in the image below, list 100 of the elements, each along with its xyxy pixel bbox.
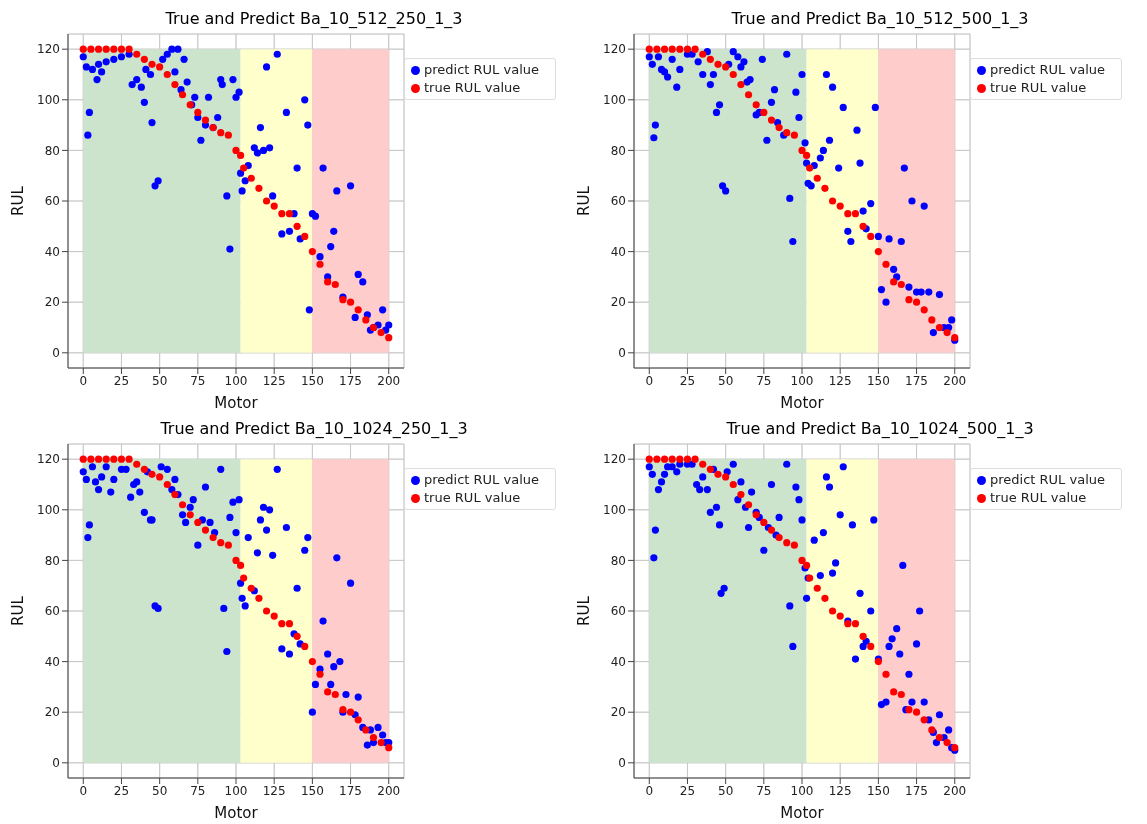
point: [691, 455, 699, 463]
x-tick-label: 0: [645, 783, 654, 798]
point: [331, 690, 339, 699]
legend-label: true RUL value: [424, 80, 521, 95]
point: [102, 455, 110, 463]
point: [752, 101, 760, 109]
point: [691, 45, 699, 53]
y-tick-label: 20: [610, 295, 626, 310]
point: [240, 574, 248, 582]
point: [790, 541, 798, 549]
y-tick-label: 60: [610, 604, 626, 619]
y-tick-label: 60: [44, 604, 60, 619]
y-tick-label: 0: [618, 346, 626, 361]
point: [224, 541, 232, 549]
point: [94, 45, 103, 53]
point: [890, 278, 898, 286]
point: [377, 328, 385, 337]
x-tick-label: 150: [866, 373, 890, 388]
point: [798, 556, 806, 564]
point: [236, 151, 245, 160]
point: [316, 260, 324, 268]
y-tick-label: 0: [52, 346, 60, 361]
chart-title: True and Predict Ba_10_512_500_1_3: [730, 8, 1030, 30]
y-tick-label: 40: [44, 244, 60, 259]
y-tick-label: 100: [603, 93, 626, 108]
x-axis-title: Motor: [780, 394, 825, 412]
x-tick-label: 25: [679, 783, 696, 798]
x-tick-label: 200: [943, 373, 967, 388]
point: [668, 455, 676, 463]
y-tick-label: 60: [610, 194, 626, 209]
y-tick-label: 40: [610, 244, 626, 259]
point: [867, 642, 875, 651]
point: [87, 45, 95, 53]
point: [362, 316, 370, 324]
point: [377, 738, 385, 747]
y-tick-label: 80: [610, 553, 626, 568]
point: [920, 716, 928, 724]
x-tick-label: 50: [718, 373, 734, 388]
point: [676, 45, 684, 53]
y-tick-label: 120: [603, 452, 626, 467]
legend-label: true RUL value: [990, 80, 1087, 95]
legend-label: true RUL value: [990, 490, 1087, 505]
point: [897, 690, 905, 699]
point: [324, 688, 332, 696]
point: [874, 248, 882, 256]
x-tick-label: 75: [190, 373, 206, 388]
y-axis-title: RUL: [575, 185, 594, 216]
x-tick-label: 50: [718, 783, 734, 798]
point: [683, 45, 692, 53]
point: [783, 539, 791, 547]
x-tick-label: 50: [152, 373, 168, 388]
x-tick-label: 200: [377, 373, 401, 388]
point: [94, 455, 103, 463]
point: [369, 733, 378, 742]
x-tick-label: 100: [224, 783, 248, 798]
point: [133, 50, 141, 58]
point: [706, 55, 714, 63]
point: [660, 45, 669, 53]
point: [308, 248, 316, 256]
x-axis-title: Motor: [214, 394, 259, 412]
y-tick-label: 20: [610, 705, 626, 720]
point: [385, 744, 393, 752]
x-tick-label: 200: [943, 783, 967, 798]
point: [737, 491, 745, 499]
point: [836, 612, 844, 620]
x-tick-label: 125: [828, 783, 852, 798]
x-tick-label: 100: [790, 783, 814, 798]
legend-label: predict RUL value: [990, 472, 1105, 487]
legend-label: predict RUL value: [424, 472, 539, 487]
point: [912, 298, 921, 306]
point: [262, 197, 271, 205]
y-axis-title: RUL: [9, 595, 28, 626]
point: [232, 556, 240, 564]
point: [125, 45, 133, 53]
point: [737, 81, 745, 89]
point: [171, 81, 179, 89]
point: [163, 480, 171, 489]
point: [125, 455, 133, 463]
point: [935, 733, 944, 742]
point: [262, 607, 271, 615]
y-tick-label: 60: [44, 194, 60, 209]
y-tick-label: 80: [610, 143, 626, 158]
y-tick-label: 100: [603, 503, 626, 518]
x-tick-label: 25: [679, 373, 696, 388]
point: [255, 184, 263, 192]
point: [813, 174, 821, 182]
point: [775, 124, 783, 132]
point: [645, 455, 653, 463]
point: [133, 460, 141, 468]
point: [178, 501, 187, 509]
y-axis-title: RUL: [9, 185, 28, 216]
x-tick-label: 125: [262, 373, 286, 388]
point: [645, 45, 653, 53]
point: [255, 594, 263, 602]
point: [285, 620, 294, 628]
point: [217, 129, 225, 137]
point: [867, 232, 875, 241]
point: [270, 612, 278, 620]
point: [201, 116, 210, 124]
x-tick-label: 150: [300, 373, 324, 388]
